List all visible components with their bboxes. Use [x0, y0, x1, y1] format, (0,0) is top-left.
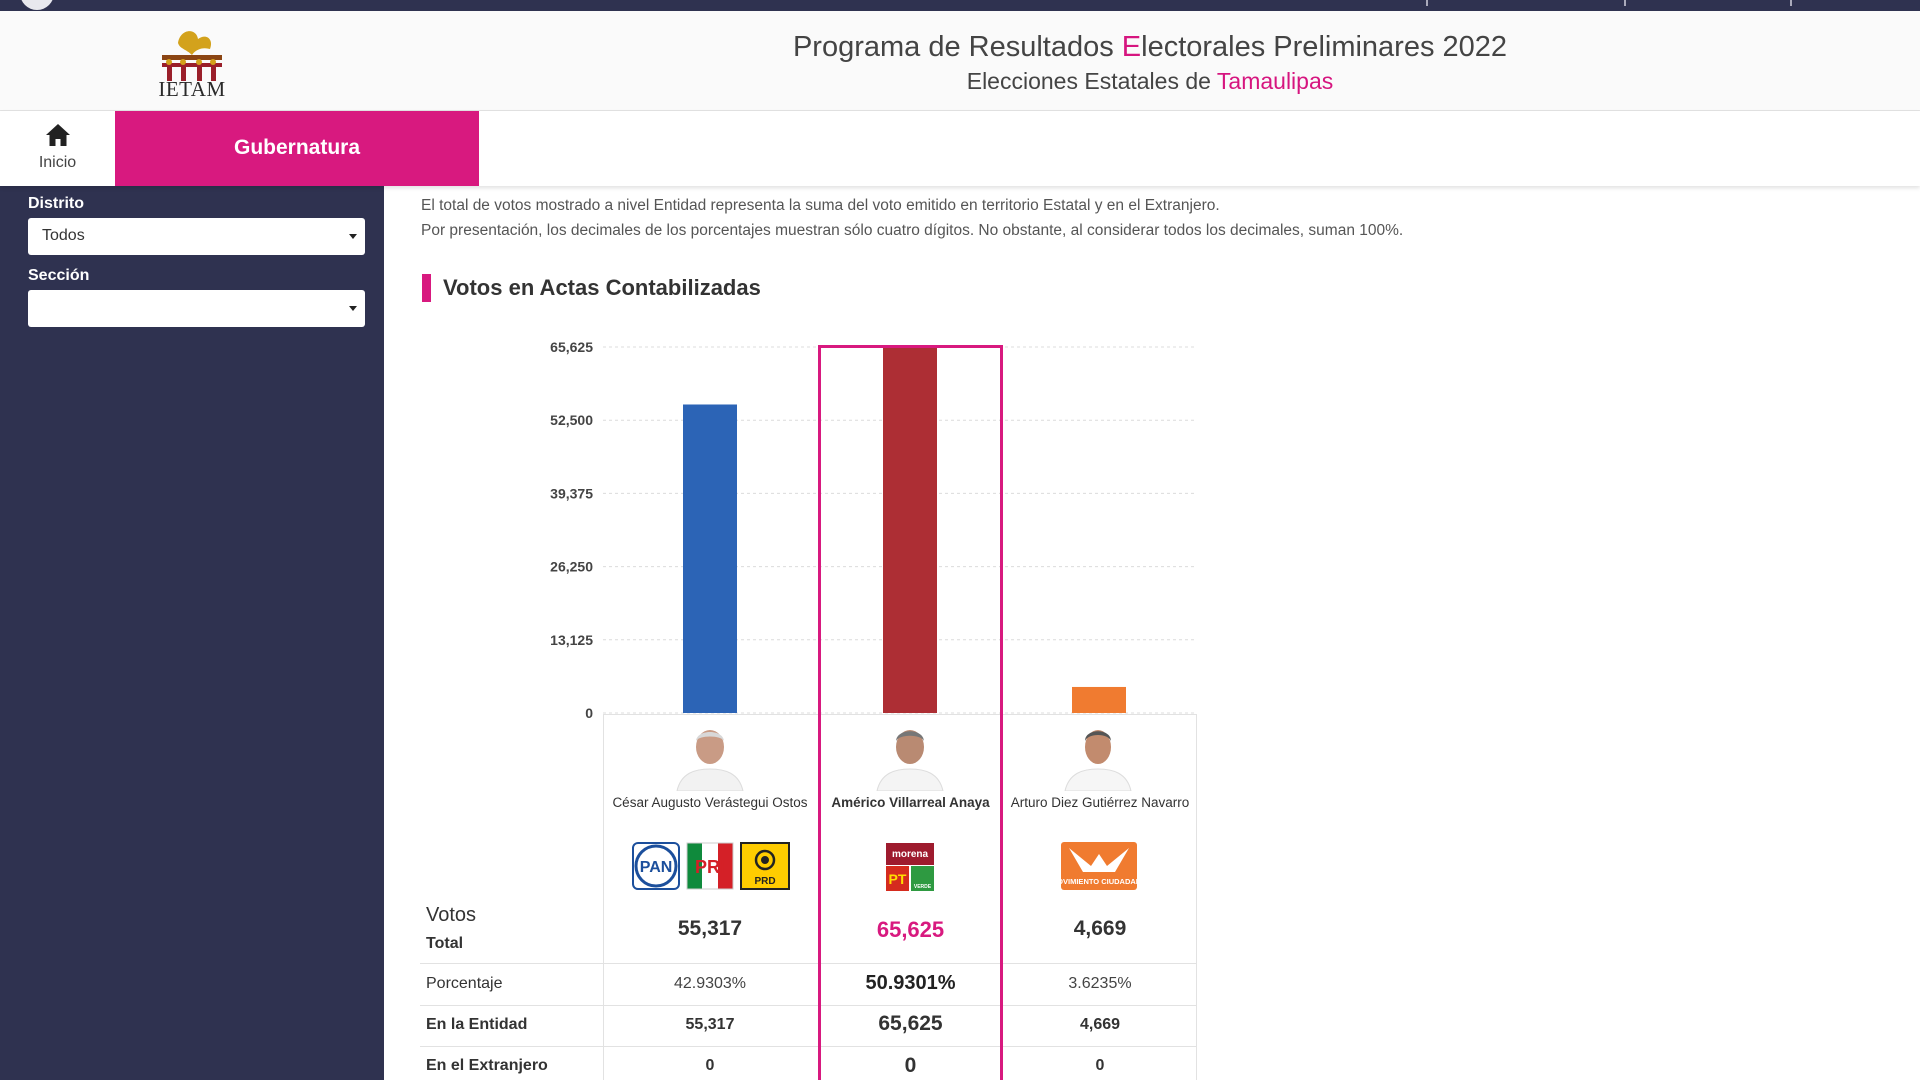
- candidate-photo-3: [1064, 730, 1132, 791]
- party-logos-3: MOVIMIENTO CIUDADANO: [1061, 842, 1137, 890]
- y-tick-label: 26,250: [550, 559, 593, 575]
- table-divider: [603, 714, 1197, 715]
- note-total: El total de votos mostrado a nivel Entid…: [421, 197, 1220, 214]
- entidad-votes-2: 65,625: [878, 1012, 943, 1035]
- verde-logo-icon: VERDE: [911, 866, 934, 891]
- note-decimals: Por presentación, los decimales de los p…: [421, 222, 1404, 239]
- chevron-down-icon: [349, 306, 357, 311]
- prd-logo-text: PRD: [754, 876, 775, 887]
- entidad-votes-1: 55,317: [685, 1016, 735, 1033]
- table-divider: [420, 1005, 1197, 1006]
- logo-text: IETAM: [158, 77, 226, 101]
- nav-bar: Inicio Gubernatura: [0, 111, 1920, 186]
- seccion-select[interactable]: [28, 290, 365, 327]
- distrito-label: Distrito: [28, 195, 84, 212]
- bar-2[interactable]: [883, 347, 937, 713]
- bar-1[interactable]: [683, 404, 737, 713]
- title-part-accent: E: [1121, 31, 1142, 63]
- page-title: Programa de Resultados Electorales Preli…: [700, 31, 1600, 64]
- section-accent: [422, 274, 431, 302]
- table-divider: [603, 714, 604, 1080]
- total-votes-1: 55,317: [677, 917, 743, 940]
- home-icon: [46, 124, 70, 146]
- candidate-photo-1: [676, 730, 744, 791]
- chevron-down-icon: [349, 234, 357, 239]
- pri-logo-text: PRI: [695, 857, 725, 877]
- extranjero-votes-1: 0: [705, 1057, 715, 1074]
- percentage-1: 42.9303%: [673, 975, 747, 992]
- subtitle-prefix: Elecciones Estatales de: [966, 68, 1217, 94]
- pt-logo-text: PT: [889, 871, 907, 887]
- percentage-2: 50.9301%: [865, 972, 956, 994]
- y-tick-label: 0: [585, 705, 593, 720]
- y-tick-label: 52,500: [550, 412, 593, 428]
- distrito-value: Todos: [42, 227, 85, 244]
- verde-logo-text: VERDE: [914, 884, 932, 890]
- page-header: IETAM Programa de Resultados Electorales…: [0, 11, 1920, 111]
- sidebar: Distrito Todos Sección: [0, 186, 384, 1080]
- section-title: Votos en Actas Contabilizadas: [443, 275, 761, 300]
- ietam-logo[interactable]: [148, 21, 236, 109]
- table-divider: [420, 1046, 1197, 1047]
- bar-3[interactable]: [1072, 686, 1126, 713]
- pan-logo-icon: PAN: [632, 842, 680, 890]
- candidate-photo-2: [876, 730, 944, 791]
- y-tick-label: 13,125: [550, 632, 593, 648]
- extranjero-label: En el Extranjero: [426, 1057, 548, 1074]
- entidad-label: En la Entidad: [426, 1016, 528, 1033]
- nav-home[interactable]: Inicio: [0, 111, 115, 186]
- pt-logo-icon: PT: [886, 866, 909, 891]
- title-part: lectorales Preliminares 2022: [1141, 31, 1508, 63]
- entidad-votes-3: 4,669: [1079, 1016, 1121, 1033]
- extranjero-votes-3: 0: [1095, 1057, 1105, 1074]
- distrito-select[interactable]: Todos: [28, 218, 365, 255]
- tab-gubernatura[interactable]: Gubernatura: [115, 111, 479, 186]
- top-separator: [1790, 0, 1792, 6]
- page-subtitle: Elecciones Estatales de Tamaulipas: [700, 68, 1600, 95]
- candidate-name-3: Arturo Diez Gutiérrez Navarro: [1010, 795, 1190, 810]
- title-part: Programa de Resultados: [792, 31, 1122, 63]
- y-tick-label: 65,625: [550, 339, 593, 355]
- seccion-label: Sección: [28, 267, 90, 284]
- nav-home-label: Inicio: [38, 154, 77, 171]
- top-separator: [1426, 0, 1428, 6]
- top-strip: [0, 0, 1920, 11]
- morena-logo-icon: morena: [886, 843, 934, 865]
- movimiento-ciudadano-logo-icon: MOVIMIENTO CIUDADANO: [1061, 842, 1137, 890]
- pri-logo-icon: PRI: [686, 842, 734, 890]
- total-votes-3: 4,669: [1073, 917, 1127, 940]
- extranjero-votes-2: 0: [904, 1054, 917, 1077]
- pan-logo-text: PAN: [640, 859, 673, 876]
- party-logos-1: PAN PRI PRD: [632, 842, 790, 890]
- percentage-3: 3.6235%: [1068, 975, 1132, 992]
- top-separator: [1624, 0, 1626, 6]
- top-circle-button[interactable]: [20, 0, 54, 10]
- table-divider: [420, 963, 1197, 964]
- prd-logo-icon: PRD: [740, 842, 790, 890]
- candidate-name-1: César Augusto Verástegui Ostos: [612, 795, 808, 810]
- morena-logo-text: morena: [892, 849, 929, 860]
- votos-label: Votos: [426, 904, 477, 926]
- candidate-name-2: Américo Villarreal Anaya: [831, 795, 990, 810]
- y-tick-label: 39,375: [550, 485, 593, 501]
- porcentaje-label: Porcentaje: [426, 975, 503, 992]
- mc-logo-text: MOVIMIENTO CIUDADANO: [1061, 877, 1137, 886]
- table-divider: [1196, 714, 1197, 1080]
- party-logos-2: morena PT VERDE: [886, 843, 934, 891]
- total-label: Total: [426, 935, 464, 952]
- total-votes-2: 65,625: [876, 917, 945, 942]
- votes-bar-chart: 0 13,125 26,250 39,375 52,500 65,625: [550, 339, 1197, 720]
- subtitle-state: Tamaulipas: [1216, 68, 1334, 94]
